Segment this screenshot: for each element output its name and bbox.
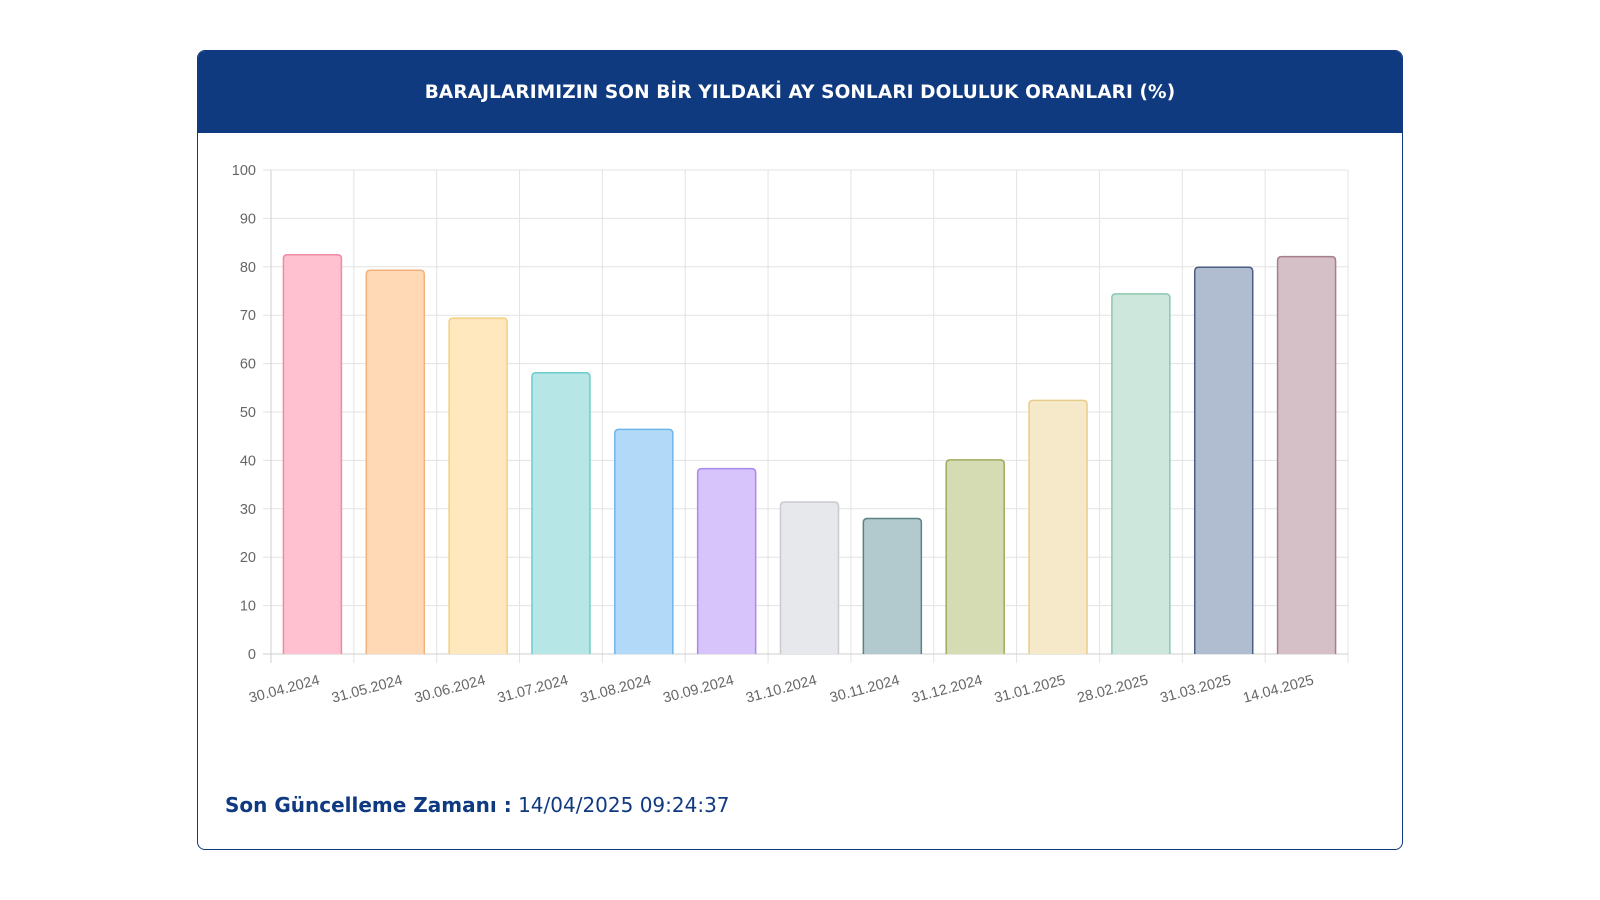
bar [779, 501, 840, 654]
y-tick-label: 50 [240, 405, 256, 421]
y-tick-label: 30 [240, 502, 256, 518]
last-update-label: Son Güncelleme Zamanı : [225, 793, 512, 817]
chart-area: 0 10 20 30 40 50 60 70 80 90 100 30.04.2024 31.05.20… [198, 133, 1402, 773]
y-tick-label: 80 [240, 260, 256, 276]
x-tick-label: 31.12.2024 [910, 672, 984, 706]
last-update: Son Güncelleme Zamanı : 14/04/2025 09:24… [225, 793, 730, 817]
bar [945, 459, 1005, 654]
bar [696, 467, 757, 654]
x-tick-label: 31.07.2024 [496, 672, 570, 706]
x-tick-label: 30.11.2024 [828, 672, 901, 706]
y-tick-label: 90 [240, 211, 256, 227]
chart-title: BARAJLARIMIZIN SON BİR YILDAKİ AY SONLAR… [424, 81, 1176, 103]
x-tick-label: 31.08.2024 [579, 672, 653, 706]
bar [282, 253, 343, 654]
x-tick-label: 14.04.2025 [1241, 672, 1315, 706]
y-tick-label: 100 [232, 163, 256, 179]
bar [531, 372, 591, 654]
y-tick-label: 20 [240, 550, 256, 566]
x-tick-label: 31.10.2024 [744, 672, 818, 706]
x-tick-label: 31.05.2024 [330, 672, 404, 706]
x-tick-label: 30.06.2024 [413, 672, 487, 706]
y-tick-label: 70 [240, 308, 256, 324]
chart-card: BARAJLARIMIZIN SON BİR YILDAKİ AY SONLAR… [197, 50, 1403, 850]
x-tick-label: 31.01.2025 [993, 672, 1067, 706]
bar [614, 428, 674, 654]
x-tick-label: 31.03.2025 [1159, 672, 1233, 706]
y-tick-label: 10 [240, 599, 256, 615]
bar [448, 317, 508, 654]
bar [1111, 293, 1171, 654]
card-header: BARAJLARIMIZIN SON BİR YILDAKİ AY SONLAR… [198, 51, 1402, 133]
bar [1193, 266, 1254, 654]
y-tick-label: 40 [240, 453, 256, 469]
y-tick-label: 60 [240, 357, 256, 373]
bar [1028, 399, 1088, 654]
x-tick-label: 28.02.2025 [1076, 672, 1150, 706]
x-tick-label: 30.04.2024 [247, 672, 321, 706]
last-update-value: 14/04/2025 09:24:37 [518, 793, 730, 817]
bar [862, 517, 923, 654]
x-tick-label: 30.09.2024 [661, 672, 735, 706]
bar [365, 269, 426, 654]
y-tick-label: 0 [248, 647, 256, 663]
bar-chart: 0 10 20 30 40 50 60 70 80 90 100 30.04.2024 31.05.20… [232, 163, 1349, 707]
bar [1276, 255, 1337, 654]
